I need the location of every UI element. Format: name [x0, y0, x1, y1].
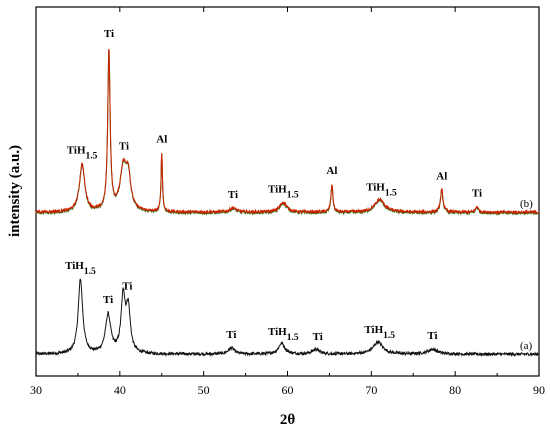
series-layer: (a) (b) [35, 48, 540, 358]
series-b-line [35, 48, 540, 215]
x-tick-label: 60 [282, 383, 294, 397]
peak-label: Ti [119, 140, 129, 152]
peak-label: Ti [103, 294, 113, 306]
peak-label: Ti [313, 331, 323, 343]
peak-label: Ti [226, 329, 236, 341]
peak-label: TiH1.5 [366, 181, 397, 198]
x-axis-ticks: 30 40 50 60 70 80 90 [30, 7, 545, 397]
series-a-line [35, 278, 540, 358]
x-tick-label: 50 [198, 383, 210, 397]
peak-label: TiH1.5 [67, 145, 98, 162]
peak-label: TiH1.5 [268, 183, 299, 200]
peak-label: Ti [472, 187, 482, 199]
x-tick-label: 30 [30, 383, 42, 397]
x-tick-label: 40 [114, 383, 126, 397]
x-tick-label: 80 [449, 383, 461, 397]
series-b-label: (b) [520, 198, 533, 210]
y-axis-label: intensity (a.u.) [7, 145, 23, 237]
peak-label: TiH1.5 [364, 324, 395, 341]
x-axis-label: 2θ [280, 412, 296, 428]
peak-label: TiH1.5 [268, 326, 299, 343]
series-a-label: (a) [520, 340, 533, 352]
peak-label: Ti [104, 28, 114, 40]
peak-label: Al [326, 165, 337, 177]
peak-label: Al [156, 134, 167, 146]
peak-label: Ti [427, 330, 437, 342]
peak-label: Al [436, 171, 447, 183]
peak-label: TiH1.5 [65, 260, 96, 277]
peak-label: Ti [228, 189, 238, 201]
peak-annotations: TiH1.5 Ti Ti Al Ti TiH1.5 Al TiH1.5 Al Ti TiH1.5 Ti… [65, 28, 482, 343]
x-tick-label: 70 [365, 383, 377, 397]
peak-label: Ti [122, 280, 132, 292]
x-tick-label: 90 [533, 383, 545, 397]
